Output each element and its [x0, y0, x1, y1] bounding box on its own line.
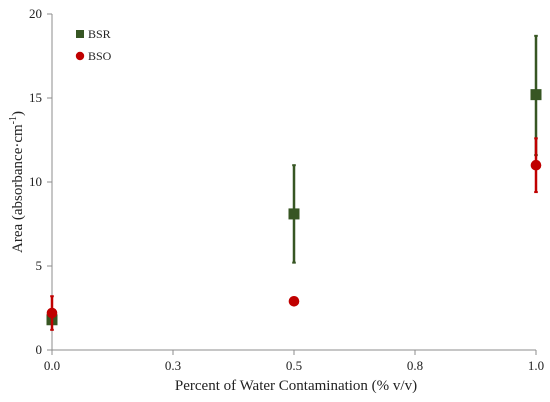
x-tick-label: 0.3	[165, 358, 181, 373]
x-tick-label: 0.5	[286, 358, 302, 373]
x-tick-label: 0.8	[407, 358, 423, 373]
data-point-circle	[288, 295, 300, 307]
y-tick-label: 0	[36, 342, 43, 357]
data-series	[46, 34, 542, 331]
legend-marker-square	[76, 30, 84, 38]
series-bso	[46, 137, 542, 331]
data-point-square	[530, 89, 542, 101]
y-axis-title: Area (absorbance·cm-1)	[8, 111, 26, 253]
series-bsr	[46, 34, 542, 326]
x-tick-label: 1.0	[528, 358, 544, 373]
ticks: 0 5 10 15 20 0.0 0.3 0.5 0.8 1.0	[29, 6, 544, 373]
y-tick-label: 20	[29, 6, 42, 21]
data-point-square	[288, 208, 300, 220]
y-tick-label: 10	[29, 174, 42, 189]
x-tick-label: 0.0	[44, 358, 60, 373]
x-axis-title: Percent of Water Contamination (% v/v)	[175, 378, 417, 394]
y-axis-title-close: )	[10, 111, 26, 116]
data-point-circle	[46, 307, 58, 319]
y-axis-title-superscript: -1	[8, 116, 19, 124]
legend-label: BSO	[88, 49, 112, 63]
y-tick-label: 15	[29, 90, 42, 105]
legend: BSR BSO	[75, 27, 112, 63]
legend-marker-circle	[75, 51, 85, 61]
y-axis-title-main: Area (absorbance·cm	[10, 124, 26, 253]
data-point-circle	[530, 159, 542, 171]
y-tick-label: 5	[36, 258, 43, 273]
legend-label: BSR	[88, 27, 111, 41]
